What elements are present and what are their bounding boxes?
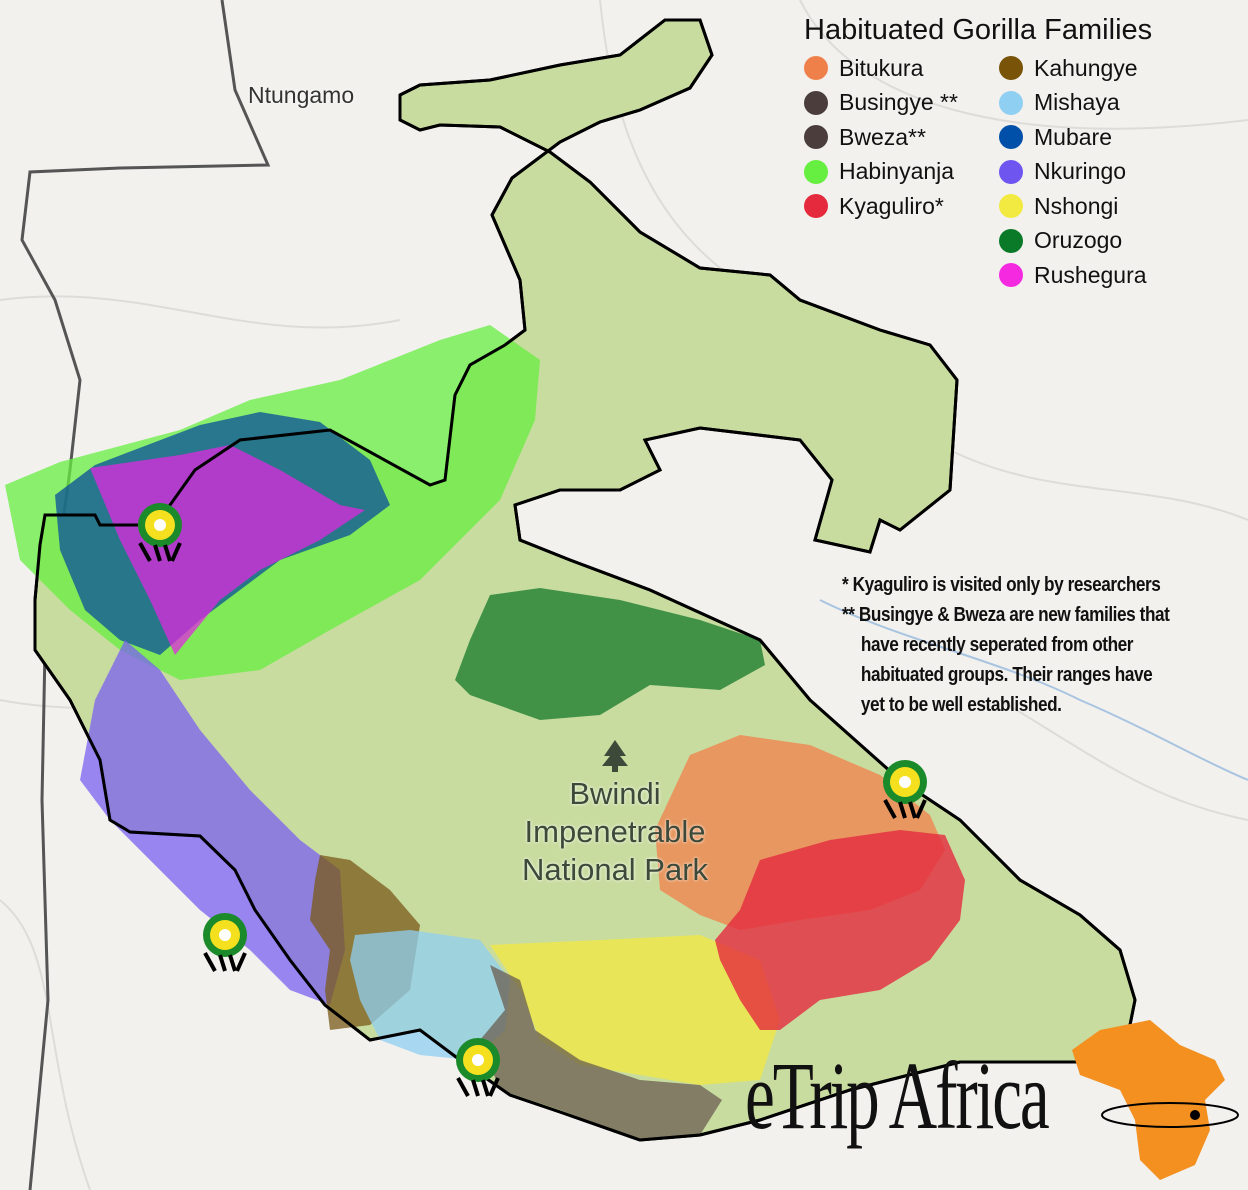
legend-item: Oruzogo <box>999 224 1194 259</box>
africa-logo-icon <box>1072 1020 1239 1180</box>
legend-label: Nshongi <box>1034 192 1119 219</box>
range-busingye-bweza <box>480 965 722 1140</box>
uwa-emblem-icon <box>203 913 247 972</box>
legend-label: Nkuringo <box>1034 158 1127 185</box>
trailhead-markers <box>138 503 927 1097</box>
legend-title: Habituated Gorilla Families <box>804 14 1153 46</box>
legend-item: Rushegura <box>999 258 1194 293</box>
legend-item: Mubare <box>999 120 1194 155</box>
legend-label: Busingye ** <box>839 89 958 116</box>
town-label-ntungamo: Ntungamo <box>248 82 355 108</box>
legend-swatch <box>999 56 1023 81</box>
footnote-line: Busingye & Bweza are new families that <box>858 604 1170 626</box>
range-mishaya <box>350 930 510 1060</box>
tree-icon <box>602 740 628 772</box>
park-label-line: Bwindi <box>569 776 661 811</box>
legend-item: Bitukura <box>804 51 999 86</box>
footnote-line: habituated groups. Their ranges have <box>860 664 1153 686</box>
river <box>819 599 1248 781</box>
legend-item: Kyaguliro* <box>804 189 999 224</box>
legend-swatch <box>804 56 828 81</box>
legend-label: Oruzogo <box>1034 227 1123 254</box>
uwa-emblem-icon <box>883 760 927 819</box>
legend-label: Habinyanja <box>839 158 955 185</box>
legend-label: Mubare <box>1034 123 1112 150</box>
legend: Habituated Gorilla Families Bitukura Busi… <box>804 14 1194 293</box>
legend-item: Nshongi <box>999 189 1194 224</box>
logo-text: eTrip Africa <box>745 1042 1050 1149</box>
park-label-line: National Park <box>521 852 709 887</box>
footnote-new-families: ** Busingye & Bweza are new families tha… <box>842 600 1220 630</box>
legend-item: Nkuringo <box>999 155 1194 190</box>
district-border <box>20 0 271 1190</box>
legend-column: Bitukura Busingye ** Bweza** Habinyanja Kyag… <box>804 51 999 293</box>
legend-swatch <box>999 159 1023 184</box>
family-ranges <box>5 325 965 1140</box>
legend-swatch <box>804 159 828 184</box>
legend-item: Kahungye <box>999 51 1194 86</box>
park-boundary-outline <box>33 18 1137 1142</box>
legend-label: Kahungye <box>1034 54 1138 81</box>
etrip-africa-logo: eTrip Africa <box>745 1040 1177 1151</box>
legend-label: Kyaguliro* <box>839 192 944 219</box>
footnote-line: have recently seperated from other <box>860 634 1134 656</box>
legend-swatch <box>999 263 1023 288</box>
legend-swatch <box>804 125 828 150</box>
legend-swatch <box>999 194 1023 219</box>
legend-item: Bweza** <box>804 120 999 155</box>
legend-item: Busingye ** <box>804 86 999 121</box>
footnotes: * Kyaguliro is visited only by researche… <box>842 570 1220 720</box>
footnote-marker: ** <box>842 604 855 626</box>
range-nshongi <box>490 935 780 1085</box>
legend-label: Rushegura <box>1034 261 1147 288</box>
range-oruzogo <box>455 588 765 720</box>
legend-swatch <box>999 228 1023 253</box>
range-rushegura <box>90 445 365 655</box>
legend-item: Habinyanja <box>804 155 999 190</box>
footnote-kyaguliro: * Kyaguliro is visited only by researche… <box>842 574 1161 596</box>
legend-item: Mishaya <box>999 86 1194 121</box>
footnote-line: yet to be well established. <box>860 694 1062 716</box>
legend-label: Bweza** <box>839 123 926 150</box>
uwa-emblem-icon <box>456 1038 500 1097</box>
range-kyaguliro <box>715 830 965 1030</box>
legend-swatch <box>804 194 828 219</box>
legend-column: Kahungye Mishaya Mubare Nkuringo Nshongi Oruz… <box>999 51 1194 293</box>
park-label: Bwindi Impenetrable National Park <box>505 775 725 889</box>
legend-label: Bitukura <box>839 54 924 81</box>
legend-swatch <box>999 125 1023 150</box>
legend-swatch <box>804 90 828 115</box>
uwa-emblem-icon <box>138 503 182 562</box>
legend-swatch <box>999 90 1023 115</box>
range-nkuringo <box>80 640 345 1005</box>
park-label-line: Impenetrable <box>524 814 706 849</box>
legend-label: Mishaya <box>1034 89 1120 116</box>
